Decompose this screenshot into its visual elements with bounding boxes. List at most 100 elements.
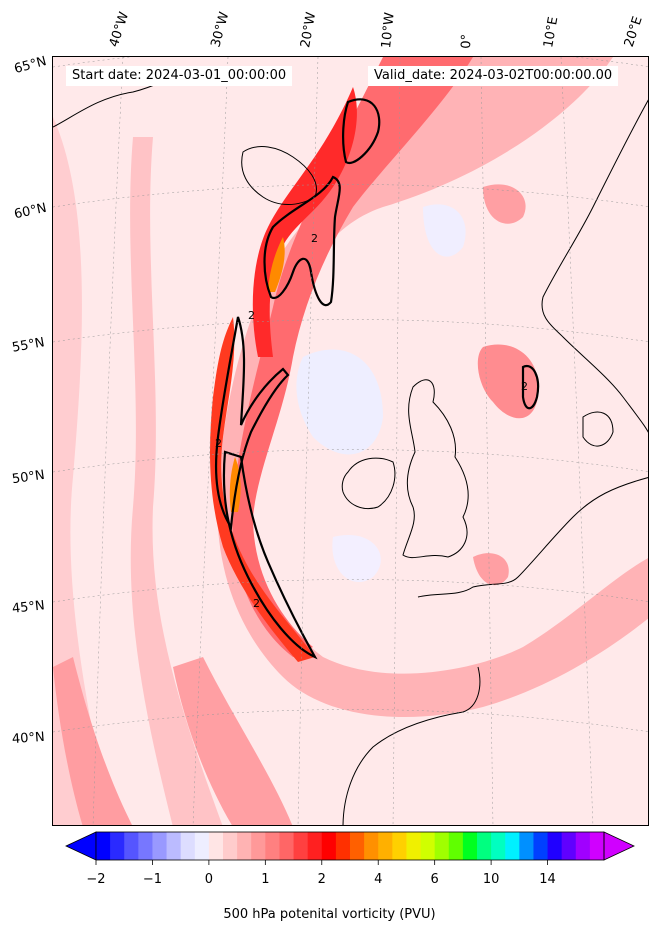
pv-negative-patch-2 bbox=[423, 204, 466, 257]
pv-streamer-west-3 bbox=[173, 657, 293, 825]
pv-streamer-west-2 bbox=[130, 137, 223, 825]
pv-main-arc-core bbox=[252, 87, 357, 357]
valid-date-label: Valid_date: 2024-03-02T00:00:00.00 bbox=[368, 66, 619, 86]
colorbar-swatch bbox=[392, 832, 407, 860]
colorbar-extend-max bbox=[603, 831, 635, 861]
pv-2-contours bbox=[215, 98, 540, 660]
pv-fold-orange-1 bbox=[268, 237, 285, 292]
coast-denmark bbox=[582, 411, 614, 447]
colorbar-swatch bbox=[519, 832, 534, 860]
pv-streamer-west-4 bbox=[53, 657, 133, 825]
colorbar-swatch bbox=[223, 832, 238, 860]
colorbar-swatch bbox=[477, 832, 492, 860]
start-date-label: Start date: 2024-03-01_00:00:00 bbox=[66, 66, 293, 86]
colorbar-tick-label: 14 bbox=[539, 872, 556, 887]
coast-britain bbox=[402, 379, 469, 559]
lat-label-50n: 50°N bbox=[11, 467, 46, 488]
pv-blob-norway bbox=[483, 184, 526, 224]
colorbar-swatch bbox=[321, 832, 337, 860]
colorbar-swatch bbox=[180, 832, 196, 860]
colorbar-tick-label: −1 bbox=[142, 872, 163, 887]
colorbar-tick-label: 0 bbox=[204, 872, 214, 887]
colorbar-tick-label: 1 bbox=[261, 872, 270, 887]
pv-fold-south-core bbox=[210, 317, 315, 662]
colorbar-swatch bbox=[378, 832, 393, 860]
coast-scandinavia bbox=[541, 99, 648, 433]
colorbar-tick-label: −2 bbox=[86, 872, 106, 887]
colorbar-swatch bbox=[448, 832, 464, 860]
colorbar-swatch bbox=[251, 832, 266, 860]
lat-label-40n: 40°N bbox=[11, 729, 46, 748]
colorbar-tick-label: 10 bbox=[482, 872, 500, 887]
coast-iberia bbox=[342, 666, 481, 825]
contour-label: 2 bbox=[215, 437, 222, 450]
pv-contour-east bbox=[521, 364, 540, 410]
lon-label-10w: 10°W bbox=[379, 11, 398, 50]
contour-label: 2 bbox=[311, 232, 318, 245]
colorbar-swatch bbox=[124, 832, 139, 860]
colorbar-swatch bbox=[589, 832, 605, 860]
colorbar-swatch bbox=[547, 832, 563, 860]
pv-contour-north bbox=[342, 98, 381, 165]
contour-label: 2 bbox=[521, 380, 528, 393]
contour-label: 2 bbox=[248, 309, 255, 322]
pv-contour-south bbox=[222, 450, 318, 660]
colorbar-swatch bbox=[406, 832, 422, 860]
pv-streamer-west-1 bbox=[53, 117, 113, 825]
pv-field-map: 2 2 2 2 2 bbox=[53, 57, 648, 825]
lon-label-30w: 30°W bbox=[208, 10, 233, 49]
colorbar-swatch bbox=[166, 832, 182, 860]
colorbar-swatch bbox=[293, 832, 309, 860]
colorbar-tick-label: 4 bbox=[374, 872, 383, 887]
colorbar-swatch bbox=[279, 832, 295, 860]
colorbar-swatch bbox=[335, 832, 351, 860]
map-panel[interactable]: 2 2 2 2 2 bbox=[52, 56, 649, 826]
lon-label-40w: 40°W bbox=[106, 10, 133, 49]
colorbar-swatch bbox=[561, 832, 577, 860]
lat-label-55n: 55°N bbox=[10, 335, 46, 356]
colorbar-swatch bbox=[533, 832, 549, 860]
pv-fold-orange-2 bbox=[229, 457, 241, 512]
colorbar bbox=[65, 831, 635, 865]
colorbar-swatch bbox=[265, 832, 280, 860]
coast-ireland bbox=[341, 457, 396, 510]
colorbar-swatch bbox=[462, 832, 478, 860]
lon-label-10e: 10°E bbox=[541, 15, 562, 49]
colorbar-extend-min bbox=[65, 831, 97, 861]
colorbar-swatch bbox=[237, 832, 252, 860]
lon-label-20e: 20°E bbox=[621, 14, 646, 50]
colorbar-swatch bbox=[434, 832, 450, 860]
coast-france bbox=[417, 477, 648, 598]
colorbar-label: 500 hPa potenital vorticity (PVU) bbox=[223, 907, 436, 922]
coastlines bbox=[53, 66, 648, 825]
graticule bbox=[53, 57, 648, 825]
colorbar-swatch bbox=[350, 832, 365, 860]
lon-label-20w: 20°W bbox=[298, 11, 320, 50]
colorbar-tick-label: 6 bbox=[430, 872, 439, 887]
contour-label: 2 bbox=[253, 597, 260, 610]
pv-contour-fold bbox=[215, 316, 290, 531]
colorbar-swatch bbox=[307, 832, 323, 860]
colorbar-swatch bbox=[96, 832, 111, 860]
coast-iceland bbox=[241, 146, 317, 205]
colorbar-swatch bbox=[505, 832, 520, 860]
colorbar-swatch bbox=[152, 832, 168, 860]
pv-blob-biscay bbox=[473, 553, 509, 586]
colorbar-swatch bbox=[364, 832, 379, 860]
pv-negative-patch-3 bbox=[332, 535, 381, 583]
lon-label-0: 0° bbox=[459, 33, 475, 49]
colorbar-swatch bbox=[110, 832, 125, 860]
colorbar-swatch bbox=[208, 832, 224, 860]
colorbar-border bbox=[95, 831, 605, 861]
colorbar-swatch bbox=[491, 832, 506, 860]
colorbar-swatch bbox=[575, 832, 591, 860]
pv-contour-iceland bbox=[263, 175, 341, 307]
lat-label-45n: 45°N bbox=[11, 598, 46, 617]
colorbar-tick-label: 2 bbox=[317, 872, 326, 887]
lat-label-65n: 65°N bbox=[12, 54, 49, 77]
lat-label-60n: 60°N bbox=[12, 200, 48, 223]
colorbar-swatch bbox=[138, 832, 153, 860]
colorbar-swatch bbox=[194, 832, 210, 860]
pv-negative-patch-1 bbox=[296, 349, 383, 455]
colorbar-swatch bbox=[420, 832, 436, 860]
